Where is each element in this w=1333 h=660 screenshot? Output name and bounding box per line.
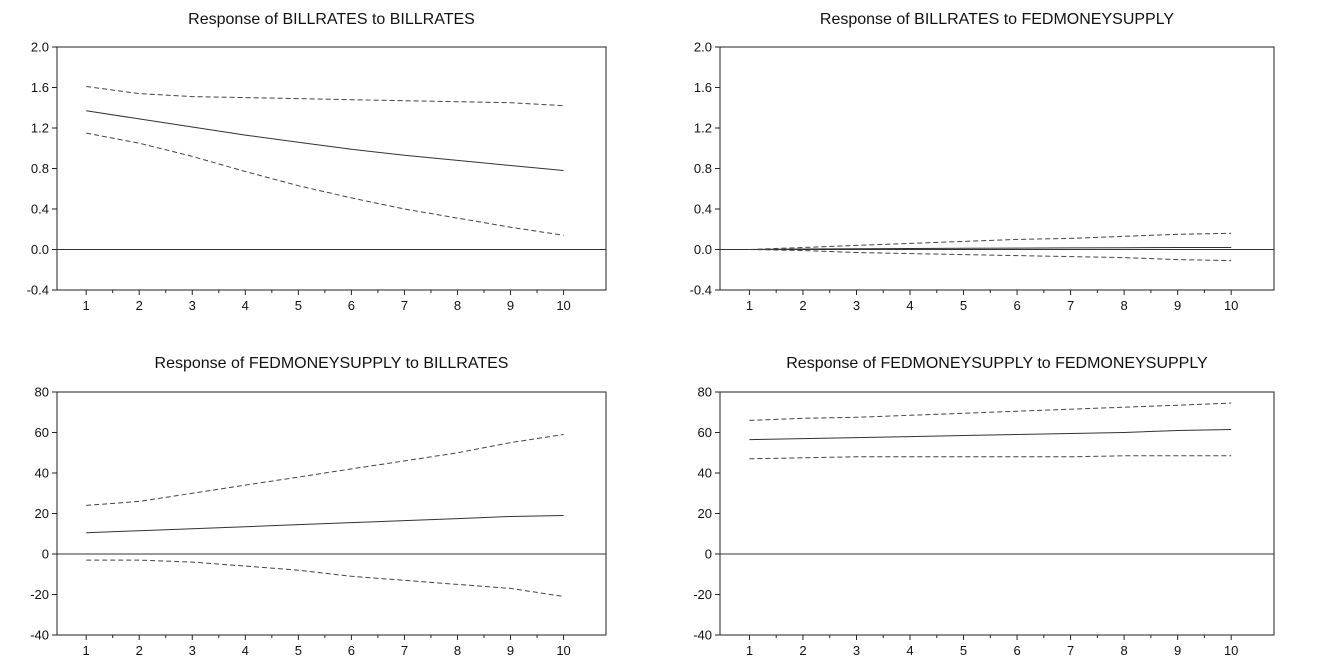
plot-frame — [56, 391, 607, 636]
x-tick-label: 4 — [906, 643, 913, 658]
x-tick-label: 2 — [799, 298, 806, 313]
x-tick-label: 2 — [136, 643, 143, 658]
x-tick-label: 3 — [189, 298, 196, 313]
plot-frame — [719, 46, 1275, 291]
lower-band-line — [749, 455, 1232, 460]
x-tick-label: 10 — [556, 643, 570, 658]
x-tick-label: 3 — [189, 643, 196, 658]
x-tick-label: 10 — [1224, 643, 1238, 658]
y-tick-label: 0 — [705, 547, 712, 562]
x-tick-label: 10 — [556, 298, 570, 313]
x-tick-label: 8 — [1121, 298, 1128, 313]
response-line — [749, 429, 1232, 441]
x-tick-label: 5 — [295, 643, 302, 658]
x-tick-label: 4 — [242, 298, 249, 313]
x-tick-label: 5 — [960, 643, 967, 658]
y-tick-label: 1.6 — [694, 80, 712, 95]
x-tick-label: 7 — [1067, 643, 1074, 658]
x-tick-label: 1 — [83, 643, 90, 658]
y-tick-label: 2.0 — [694, 40, 712, 55]
x-tick-label: 3 — [853, 643, 860, 658]
upper-band-line — [86, 86, 564, 107]
y-tick-label: -40 — [30, 628, 49, 643]
x-tick-label: 1 — [83, 298, 90, 313]
chart-title: Response of FEDMONEYSUPPLY to FEDMONEYSU… — [786, 355, 1208, 372]
x-tick-label: 8 — [454, 298, 461, 313]
x-tick-label: 8 — [454, 643, 461, 658]
chart-panel-2: Response of BILLRATES to FEDMONEYSUPPLY 2… — [690, 11, 1275, 313]
x-tick-label: 8 — [1121, 643, 1128, 658]
plot-frame — [56, 46, 607, 291]
y-tick-label: -20 — [693, 587, 712, 602]
y-tick-label: 40 — [698, 466, 712, 481]
plot-frame — [719, 391, 1275, 636]
x-tick-label: 4 — [242, 643, 249, 658]
x-tick-label: 9 — [1174, 298, 1181, 313]
upper-band-line — [749, 402, 1232, 421]
chart-panel-4: Response of FEDMONEYSUPPLY to FEDMONEYSU… — [693, 355, 1275, 658]
chart-title: Response of BILLRATES to BILLRATES — [188, 11, 475, 28]
lower-band-line — [86, 132, 564, 236]
y-tick-label: 60 — [698, 425, 712, 440]
chart-panel-1: Response of BILLRATES to BILLRATES 2.0 1.6… — [27, 11, 607, 313]
y-tick-label: 80 — [698, 385, 712, 400]
y-tick-label: -20 — [30, 587, 49, 602]
y-tick-label: -0.4 — [27, 283, 49, 298]
x-tick-label: 7 — [401, 643, 408, 658]
y-tick-label: 0.4 — [31, 202, 49, 217]
x-tick-label: 2 — [799, 643, 806, 658]
y-tick-label: 1.2 — [31, 121, 49, 136]
chart-panel-3: Response of FEDMONEYSUPPLY to BILLRATES 8… — [30, 355, 607, 658]
x-tick-label: 1 — [746, 298, 753, 313]
x-tick-label: 1 — [746, 643, 753, 658]
chart-title: Response of FEDMONEYSUPPLY to BILLRATES — [155, 355, 509, 372]
response-line — [86, 110, 564, 171]
y-tick-label: -0.4 — [690, 283, 712, 298]
x-tick-label: 9 — [1174, 643, 1181, 658]
lower-band-line — [86, 559, 564, 597]
x-tick-label: 4 — [906, 298, 913, 313]
response-line — [749, 247, 1232, 250]
x-tick-label: 6 — [348, 643, 355, 658]
x-tick-label: 7 — [401, 298, 408, 313]
upper-band-line — [86, 434, 564, 506]
x-tick-label: 10 — [1224, 298, 1238, 313]
x-tick-label: 6 — [1013, 643, 1020, 658]
y-tick-label: 0.8 — [694, 161, 712, 176]
y-tick-label: 0.8 — [31, 161, 49, 176]
x-tick-label: 5 — [960, 298, 967, 313]
y-tick-label: 80 — [35, 385, 49, 400]
y-tick-label: 0.4 — [694, 202, 712, 217]
y-tick-label: -40 — [693, 628, 712, 643]
x-tick-label: 9 — [507, 298, 514, 313]
y-tick-label: 2.0 — [31, 40, 49, 55]
upper-band-line — [749, 232, 1232, 250]
y-tick-label: 60 — [35, 425, 49, 440]
x-tick-label: 6 — [1013, 298, 1020, 313]
y-tick-label: 40 — [35, 466, 49, 481]
x-tick-label: 5 — [295, 298, 302, 313]
y-tick-label: 0.0 — [31, 242, 49, 257]
x-tick-label: 6 — [348, 298, 355, 313]
lower-band-line — [749, 249, 1232, 262]
y-tick-label: 0 — [42, 547, 49, 562]
y-tick-label: 1.6 — [31, 80, 49, 95]
y-tick-label: 20 — [698, 506, 712, 521]
x-tick-label: 3 — [853, 298, 860, 313]
x-tick-label: 9 — [507, 643, 514, 658]
chart-title: Response of BILLRATES to FEDMONEYSUPPLY — [820, 11, 1175, 28]
y-tick-label: 1.2 — [694, 121, 712, 136]
y-tick-label: 20 — [35, 506, 49, 521]
x-tick-label: 7 — [1067, 298, 1074, 313]
response-line — [86, 515, 564, 534]
y-tick-label: 0.0 — [694, 242, 712, 257]
x-tick-label: 2 — [136, 298, 143, 313]
